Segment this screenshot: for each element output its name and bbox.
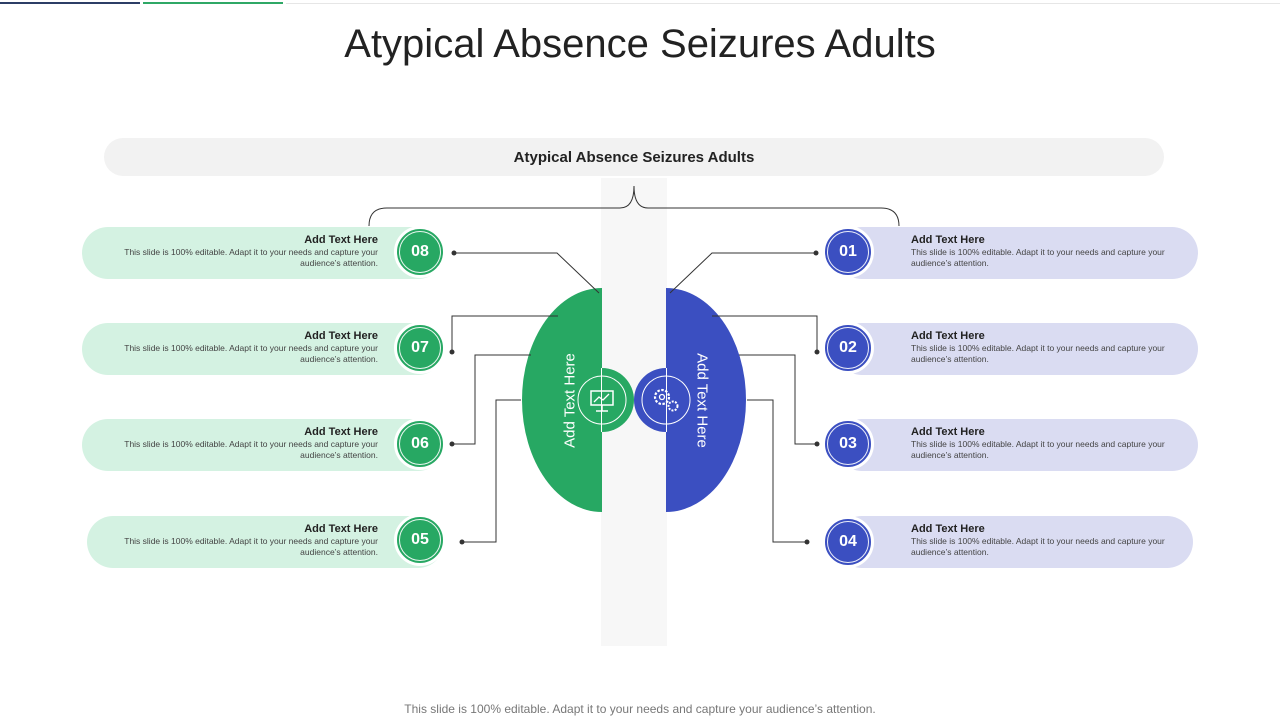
item-04-number-badge: 04 (822, 516, 874, 568)
item-02-heading: Add Text Here (911, 330, 985, 342)
item-01-number-badge: 01 (822, 226, 874, 278)
item-05-heading: Add Text Here (304, 523, 378, 535)
item-02-text: Add Text Here This slide is 100% editabl… (911, 330, 1173, 365)
item-01-body: This slide is 100% editable. Adapt it to… (911, 247, 1165, 268)
item-08-number-badge: 08 (394, 226, 446, 278)
right-connectors (669, 252, 818, 543)
item-07-text: Add Text Here This slide is 100% editabl… (116, 330, 378, 365)
header-pill: Atypical Absence Seizures Adults (104, 138, 1164, 176)
left-connector-dots (449, 250, 465, 545)
item-05-number-badge: 05 (394, 514, 446, 566)
right-half-disc (666, 288, 746, 512)
item-07-pill: Add Text Here This slide is 100% editabl… (82, 323, 444, 375)
top-accent-navy (0, 2, 140, 4)
item-06-text: Add Text Here This slide is 100% editabl… (116, 426, 378, 461)
item-08-text: Add Text Here This slide is 100% editabl… (116, 234, 378, 269)
item-06-body: This slide is 100% editable. Adapt it to… (124, 439, 378, 460)
item-04-heading: Add Text Here (911, 523, 985, 535)
left-center-label: Add Text Here (561, 353, 579, 448)
item-07-number-badge: 07 (394, 322, 446, 374)
slide-title: Atypical Absence Seizures Adults (344, 22, 936, 66)
item-03-heading: Add Text Here (911, 426, 985, 438)
right-center-label: Add Text Here (693, 353, 711, 448)
top-accent-bar (0, 0, 1280, 6)
item-04-body: This slide is 100% editable. Adapt it to… (911, 536, 1165, 557)
item-03-text: Add Text Here This slide is 100% editabl… (911, 426, 1173, 461)
item-02-number-badge: 02 (822, 322, 874, 374)
item-04-pill: Add Text Here This slide is 100% editabl… (836, 516, 1193, 568)
item-02-body: This slide is 100% editable. Adapt it to… (911, 343, 1165, 364)
item-05-pill: Add Text Here This slide is 100% editabl… (87, 516, 444, 568)
right-connector-dots (804, 250, 820, 545)
item-08-body: This slide is 100% editable. Adapt it to… (124, 247, 378, 268)
item-03-number-badge: 03 (822, 418, 874, 470)
item-06-heading: Add Text Here (304, 426, 378, 438)
item-02-pill: Add Text Here This slide is 100% editabl… (836, 323, 1198, 375)
item-01-text: Add Text Here This slide is 100% editabl… (911, 234, 1173, 269)
top-accent-green (143, 2, 283, 4)
item-01-pill: Add Text Here This slide is 100% editabl… (836, 227, 1198, 279)
item-07-body: This slide is 100% editable. Adapt it to… (124, 343, 378, 364)
item-07-heading: Add Text Here (304, 330, 378, 342)
item-08-pill: Add Text Here This slide is 100% editabl… (82, 227, 444, 279)
top-accent-line (286, 3, 1280, 4)
item-03-body: This slide is 100% editable. Adapt it to… (911, 439, 1165, 460)
footer-note: This slide is 100% editable. Adapt it to… (404, 702, 876, 716)
left-half-disc (522, 288, 602, 512)
item-08-heading: Add Text Here (304, 234, 378, 246)
item-01-heading: Add Text Here (911, 234, 985, 246)
item-03-pill: Add Text Here This slide is 100% editabl… (836, 419, 1198, 471)
left-connectors (451, 252, 600, 543)
item-05-body: This slide is 100% editable. Adapt it to… (124, 536, 378, 557)
top-brace (368, 185, 900, 227)
item-05-text: Add Text Here This slide is 100% editabl… (116, 523, 378, 558)
item-04-text: Add Text Here This slide is 100% editabl… (911, 523, 1173, 558)
item-06-pill: Add Text Here This slide is 100% editabl… (82, 419, 444, 471)
item-06-number-badge: 06 (394, 418, 446, 470)
